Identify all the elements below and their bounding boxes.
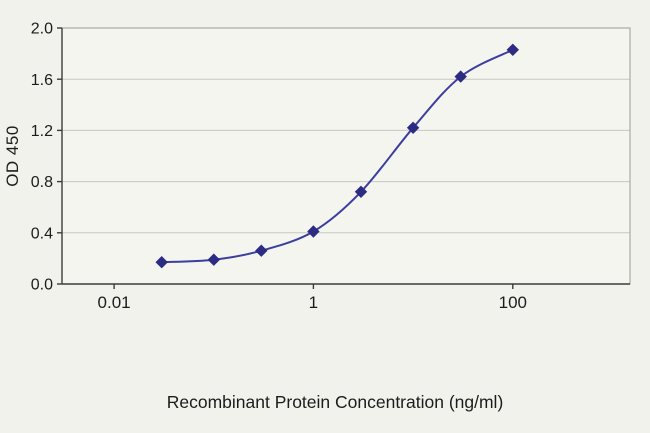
x-tick-label: 0.01	[98, 293, 131, 312]
data-point-marker	[255, 244, 268, 257]
y-tick-label: 0.0	[31, 277, 53, 294]
series-line	[161, 48, 514, 264]
data-point-marker	[307, 225, 320, 238]
data-point-marker	[207, 253, 221, 266]
plot-background	[62, 28, 630, 284]
x-tick-label: 100	[499, 293, 527, 312]
x-axis-title: Recombinant Protein Concentration (ng/ml…	[166, 392, 504, 412]
data-point-marker	[406, 121, 420, 135]
y-tick-label: 1.2	[31, 123, 53, 140]
data-point-marker	[354, 185, 368, 199]
y-tick-label: 0.4	[31, 225, 53, 242]
data-point-marker	[454, 70, 467, 83]
data-point-marker	[155, 255, 168, 269]
x-tick-label: 1	[309, 293, 318, 312]
y-tick-label: 1.6	[31, 72, 53, 89]
data-point-marker	[506, 43, 520, 57]
y-axis-title: OD 450	[3, 125, 22, 187]
y-tick-label: 0.8	[31, 174, 53, 191]
y-tick-label: 2.0	[31, 21, 53, 38]
